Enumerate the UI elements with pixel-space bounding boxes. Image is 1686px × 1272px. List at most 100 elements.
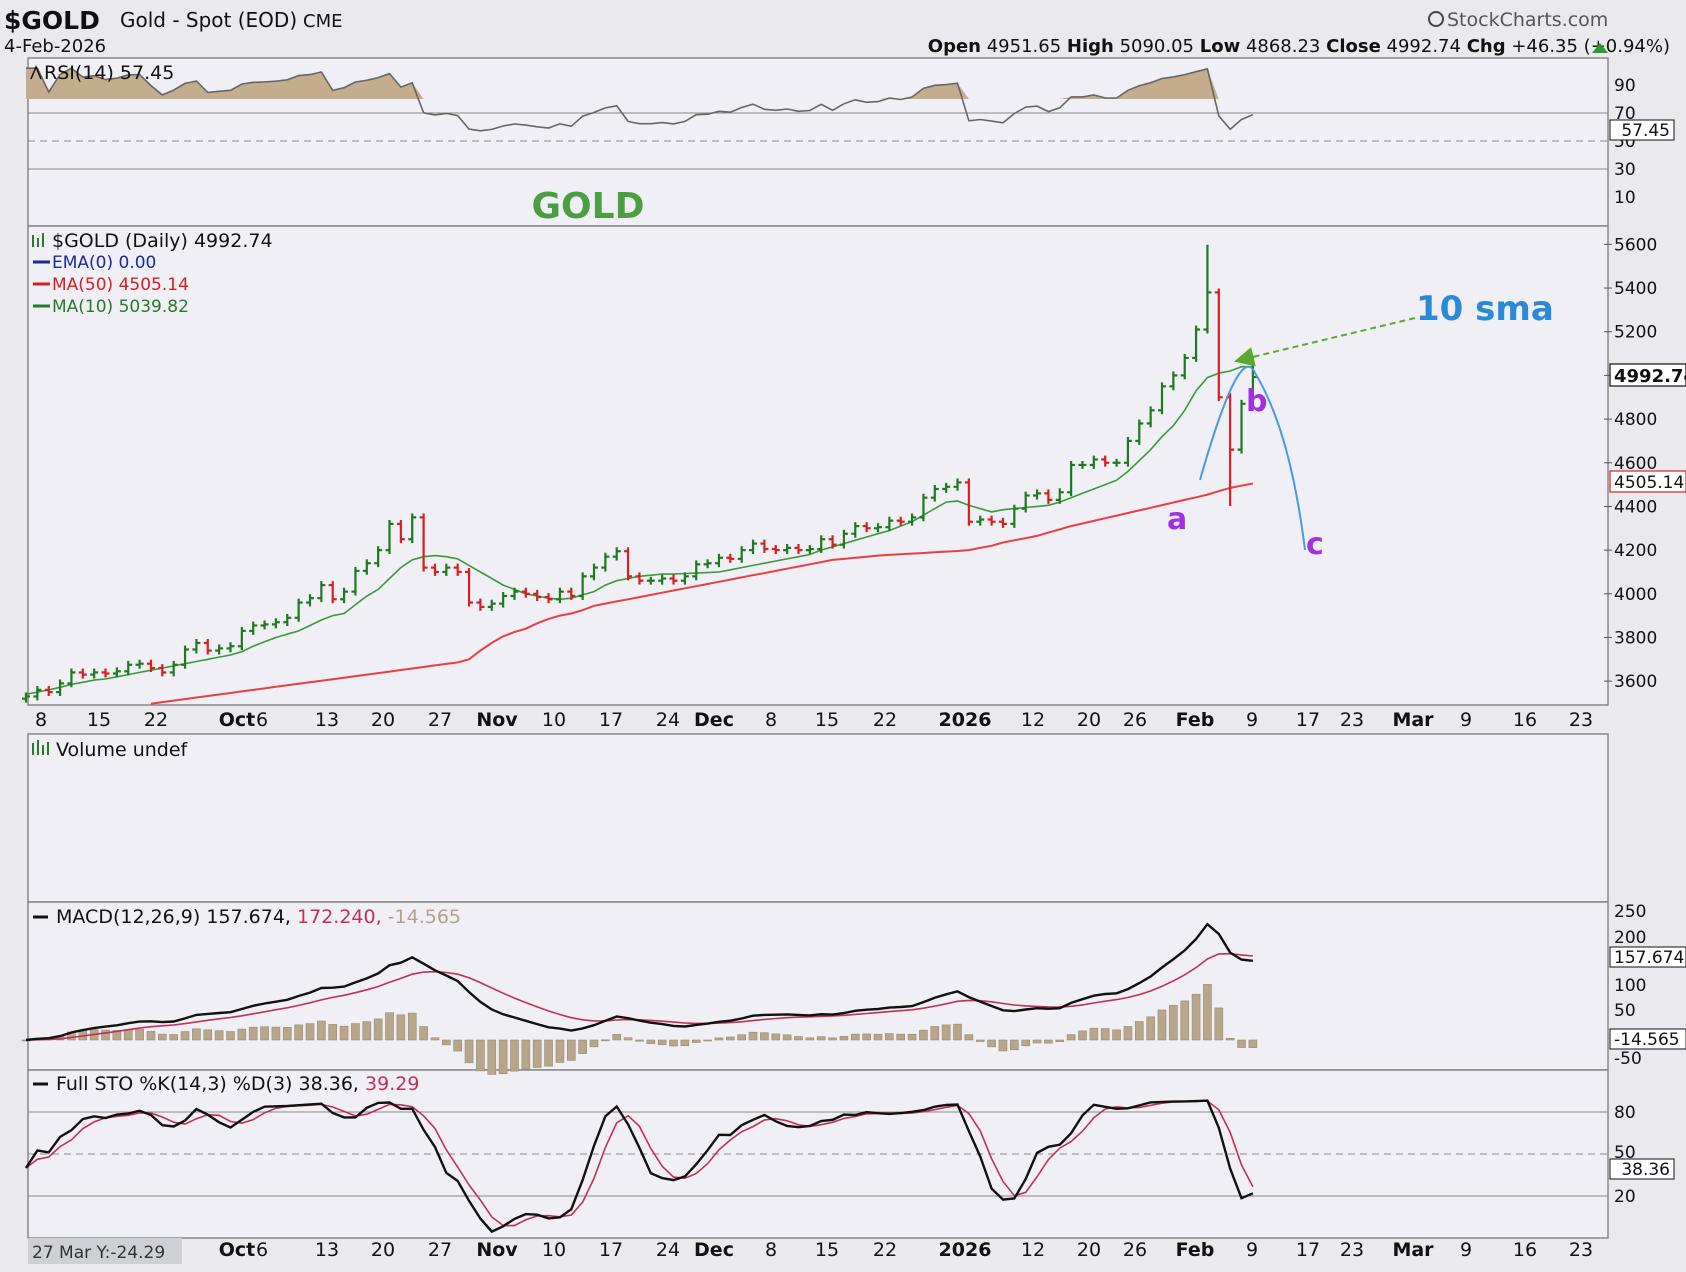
macd-hist-bar [635,1039,644,1042]
price-bar [374,546,383,568]
price-bar [22,692,30,703]
date-axis-label: Oct [219,709,256,731]
date-axis-label: 20 [371,1239,395,1261]
macd-hist-bar [885,1033,894,1041]
price-tick-label: 3600 [1614,672,1657,692]
price-bar [1158,382,1166,415]
date-axis-label: 27 [428,1239,452,1261]
date-axis-label: 8 [35,709,47,731]
sto-panel-content: Full STO %K(14,3) %D(3) 38.36, 39.29 80 … [24,1073,1675,1234]
macd-hist-bar [237,1028,247,1041]
macd-hist-bar [1123,1026,1133,1041]
price-bar [1089,455,1098,469]
sto-d-line [25,1100,1254,1227]
price-bar [385,519,394,555]
macd-hist-bar [896,1033,906,1041]
high-value: 5090.05 [1120,36,1194,57]
price-bar [1101,455,1110,467]
macd-hist-bar [101,1029,110,1041]
price-bar [135,659,144,669]
date-axis-label: 6 [256,1239,268,1261]
price-bar [1078,461,1087,469]
price-bar [964,478,973,526]
sto-legend-d: 39.29 [365,1073,419,1095]
date-axis-label: 22 [873,709,897,731]
date-axis-label: 27 [428,709,452,731]
sto-tick-50: 50 [1614,1143,1636,1163]
macd-hist-bar [487,1039,497,1075]
chg-value: +46.35 (+0.94%) [1511,36,1670,57]
macd-hist-bar [839,1036,849,1041]
volume-panel [27,733,1609,903]
price-bar [555,587,564,604]
date-axis-label: Mar [1392,1239,1434,1261]
date-axis-label: Dec [694,709,734,731]
date-axis-label: Oct [219,1239,256,1261]
price-tick-label: 4000 [1614,585,1657,605]
price-bar [260,620,269,630]
macd-hist-bar [464,1039,474,1064]
price-bar [521,587,530,598]
macd-hist-bar [691,1039,701,1043]
price-bar [1169,371,1178,391]
macd-hist-bar [907,1033,917,1041]
price-bar [33,685,42,701]
rsi-line [26,67,1254,132]
rsi-legend-icon [30,65,42,80]
rsi-badge [1609,119,1675,141]
price-bar [919,493,928,522]
legend-ma50: MA(50) 4505.14 [52,275,189,295]
sto-k-line [24,1099,1254,1234]
date-axis-label: Nov [476,1239,518,1261]
macd-hist-bar [703,1039,712,1042]
macd-badge-value: 157.674 [1614,948,1684,968]
date-axis-label: 20 [1077,1239,1101,1261]
macd-hist-bar [532,1039,542,1068]
macd-hist-bar [828,1037,837,1041]
macd-hist-bar [135,1029,144,1041]
macd-hist-bar [714,1037,724,1041]
date-axis-label: 13 [315,709,339,731]
volume-legend: Volume undef [56,739,189,761]
macd-hist-bar [192,1028,201,1041]
price-bar [317,581,326,603]
price-bar [1237,399,1246,454]
high-label: High [1067,36,1114,57]
volume-panel-content: Volume undef [32,739,189,761]
price-bar [226,642,235,653]
price-bar [646,576,655,585]
macd-tick-200: 200 [1614,928,1646,948]
price-bar [419,513,428,572]
price-bar [1135,419,1144,445]
price-bar [203,639,212,655]
date-axis-main: 8 15 22 Oct 6 13 20 27 Nov 10 17 24 Dec 8 15 22 2026 12 20… [35,709,1593,731]
macd-hist-bar [1203,984,1212,1041]
price-bar [1112,458,1121,467]
date-axis-label: 26 [1123,1239,1147,1261]
price-bar [56,679,65,697]
date-axis-label: Feb [1176,1239,1215,1261]
macd-tick-50: 50 [1614,1001,1636,1021]
macd-hist-bar [419,1026,428,1041]
macd-hist-bar [1134,1021,1144,1041]
date-axis-label: 16 [1513,709,1537,731]
close-label: Close [1326,36,1381,57]
macd-hist-bar [930,1026,940,1041]
price-bar [533,589,542,602]
low-value: 4868.23 [1246,36,1320,57]
date-axis-label: 15 [87,709,111,731]
macd-line [25,922,1254,1042]
price-bar [942,482,951,493]
price-bar [726,553,735,563]
chart-header: $GOLD Gold - Spot (EOD) CME 4-Feb-2026 S… [4,6,1670,57]
date-axis-label: 9 [1246,1239,1258,1261]
macd-hist-bar [1100,1028,1110,1041]
rsi-legend: RSI(14) 57.45 [44,62,174,84]
macd-hist-bar [180,1031,190,1041]
date-axis-label: 24 [656,709,680,731]
price-bar [578,572,587,600]
price-bar [896,516,905,526]
macd-hist-bar [589,1039,599,1048]
price-tick-label: 4600 [1614,454,1657,474]
price-bar [294,598,303,622]
